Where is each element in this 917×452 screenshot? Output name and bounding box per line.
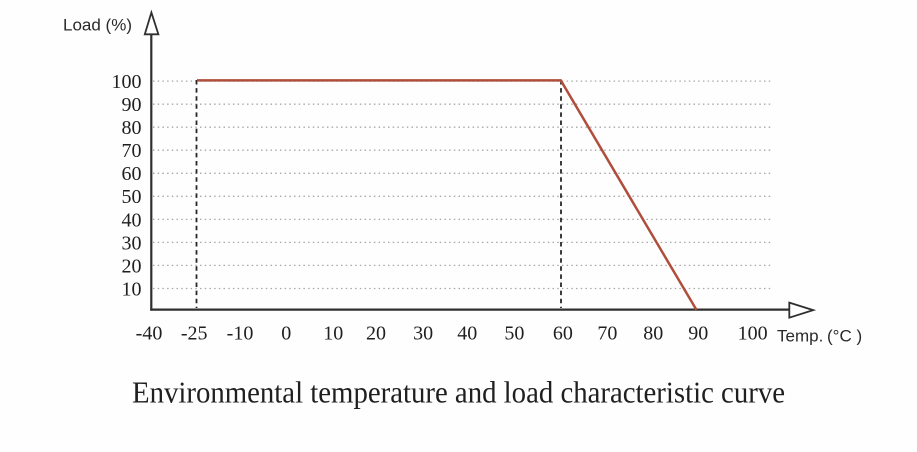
- svg-text:60: 60: [122, 163, 142, 185]
- svg-text:10: 10: [122, 278, 142, 300]
- svg-text:-40: -40: [136, 323, 163, 345]
- svg-text:Load (%): Load (%): [63, 16, 132, 35]
- svg-text:100: 100: [112, 71, 142, 93]
- svg-text:40: 40: [122, 209, 142, 231]
- svg-text:90: 90: [122, 94, 142, 116]
- svg-text:70: 70: [122, 140, 142, 162]
- svg-text:90: 90: [688, 323, 708, 345]
- svg-text:20: 20: [122, 255, 142, 277]
- svg-text:100: 100: [738, 323, 768, 345]
- svg-text:(°C ): (°C ): [827, 326, 862, 345]
- svg-text:Temp.: Temp.: [777, 326, 823, 345]
- svg-text:80: 80: [643, 323, 663, 345]
- svg-text:Environmental temperature and: Environmental temperature and load chara…: [132, 374, 785, 409]
- svg-text:80: 80: [122, 117, 142, 139]
- svg-text:70: 70: [597, 323, 617, 345]
- svg-text:30: 30: [413, 323, 433, 345]
- svg-text:0: 0: [281, 323, 291, 345]
- svg-text:20: 20: [366, 323, 386, 345]
- svg-text:-25: -25: [181, 323, 208, 345]
- svg-text:50: 50: [504, 323, 524, 345]
- svg-text:10: 10: [323, 323, 343, 345]
- svg-text:30: 30: [122, 232, 142, 254]
- svg-text:40: 40: [457, 323, 477, 345]
- svg-text:50: 50: [122, 186, 142, 208]
- svg-text:60: 60: [553, 323, 573, 345]
- svg-text:-10: -10: [227, 323, 254, 345]
